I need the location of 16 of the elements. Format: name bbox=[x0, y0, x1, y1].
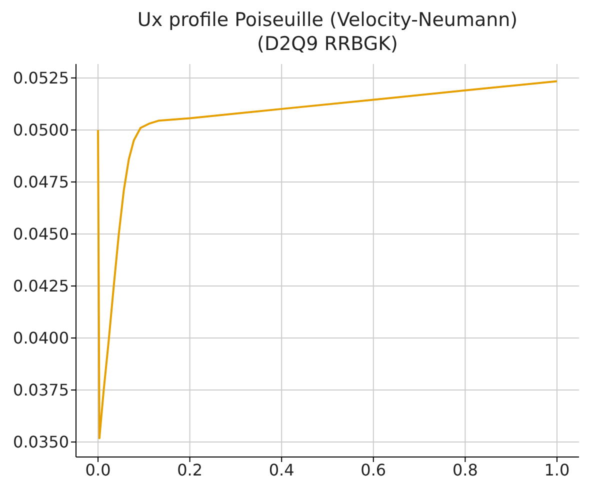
y-tick-label: 0.0525 bbox=[13, 68, 69, 88]
y-tick-label: 0.0400 bbox=[13, 328, 69, 348]
x-tick-label: 0.2 bbox=[177, 460, 203, 480]
chart-title: Ux profile Poiseuille (Velocity-Neumann) (D2Q9 RRBGK) bbox=[136, 8, 519, 56]
y-tick-label: 0.0450 bbox=[13, 224, 69, 244]
y-tick-label: 0.0375 bbox=[13, 380, 69, 400]
y-tick-label: 0.0500 bbox=[13, 120, 69, 140]
x-tick-label: 0.8 bbox=[452, 460, 478, 480]
line-series bbox=[97, 80, 558, 440]
y-tick-label: 0.0475 bbox=[13, 172, 69, 192]
x-tick-label: 1.0 bbox=[544, 460, 570, 480]
x-tick-label: 0.6 bbox=[360, 460, 386, 480]
y-tick-label: 0.0350 bbox=[13, 432, 69, 452]
x-tick-label: 0.0 bbox=[85, 460, 111, 480]
y-tick-label: 0.0425 bbox=[13, 276, 69, 296]
x-tick-label: 0.4 bbox=[268, 460, 294, 480]
